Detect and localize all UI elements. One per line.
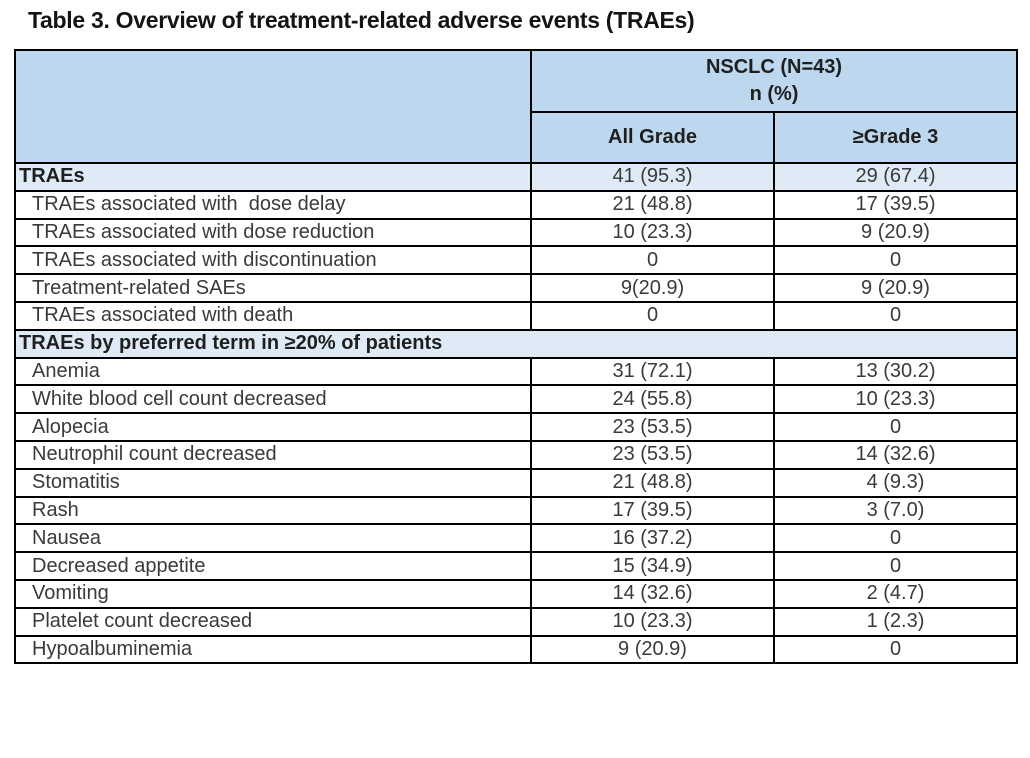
table-row: Stomatitis 21 (48.8) 4 (9.3) [14,467,1019,498]
all-grade-cell: 24 (55.8) [530,384,775,415]
all-grade-cell: 14 (32.6) [530,578,775,609]
row-label-cell: Anemia [14,356,532,387]
all-grade-cell: 23 (53.5) [530,412,775,442]
all-grade-cell: 41 (95.3) [530,162,775,192]
table-row: Hypoalbuminemia 9 (20.9) 0 [14,634,1019,665]
table-row: Nausea 16 (37.2) 0 [14,523,1019,554]
all-grade-cell: 16 (37.2) [530,523,775,554]
grade3-cell: 4 (9.3) [772,467,1019,498]
group-header-line1: NSCLC (N=43) [705,56,843,78]
group-header-line2: n (%) [749,83,799,105]
table-row: Rash 17 (39.5) 3 (7.0) [14,495,1019,526]
column-header-grade3: ≥Grade 3 [772,111,1019,164]
row-label-cell: TRAEs [14,162,532,192]
table-body: TRAEs 41 (95.3) 29 (67.4) TRAEs associated … [13,162,1019,665]
table-row: TRAEs associated with dose reduction 10 (… [14,217,1019,248]
table-row: Decreased appetite 15 (34.9) 0 [14,551,1019,581]
table-row: TRAEs associated with death 0 0 [14,300,1019,331]
all-grade-cell: 0 [530,245,775,276]
all-grade-cell: 31 (72.1) [530,356,775,387]
row-label-cell: Neutrophil count decreased [14,439,532,470]
row-label-cell: Decreased appetite [14,551,532,581]
grade3-cell: 0 [772,300,1019,331]
all-grade-cell: 15 (34.9) [530,551,775,581]
all-grade-cell: 23 (53.5) [530,439,775,470]
grade3-cell: 10 (23.3) [772,384,1019,415]
grade3-cell: 29 (67.4) [772,162,1019,192]
row-label-cell: Rash [14,495,532,526]
row-label-cell: Stomatitis [14,467,532,498]
header-row-columns: All Grade ≥Grade 3 [15,111,1019,164]
row-label-cell: Treatment-related SAEs [14,273,532,303]
table-row: Platelet count decreased 10 (23.3) 1 (2.3) [14,606,1019,637]
grade3-cell: 0 [772,245,1019,276]
row-label-cell: TRAEs associated with death [14,300,532,331]
traes-table: NSCLC (N=43) n (%) All Grade ≥Grade 3 TR… [13,49,1019,665]
table-row: Treatment-related SAEs 9(20.9) 9 (20.9) [14,273,1019,303]
table-row: Vomiting 14 (32.6) 2 (4.7) [14,578,1019,609]
group-header-cell: NSCLC (N=43) n (%) [529,49,1019,113]
row-label-cell: TRAEs associated with discontinuation [14,245,532,276]
table-row: TRAEs associated with discontinuation 0 0 [14,245,1019,276]
row-label-cell: TRAEs associated with dose reduction [14,217,532,248]
table-row: Neutrophil count decreased 23 (53.5) 14 (3… [14,439,1019,470]
grade3-cell: 9 (20.9) [772,217,1019,248]
page-title: Table 3. Overview of treatment-related a… [28,7,695,33]
all-grade-cell: 9(20.9) [530,273,775,303]
table-row: Alopecia 23 (53.5) 0 [14,412,1019,442]
header-row-group: NSCLC (N=43) n (%) [14,49,1019,164]
column-header-all-grade: All Grade [530,111,775,164]
all-grade-cell: 17 (39.5) [530,495,775,526]
row-label-cell: Nausea [14,523,532,554]
grade3-cell: 13 (30.2) [772,356,1019,387]
row-label-cell: Vomiting [14,578,532,609]
all-grade-cell: 21 (48.8) [530,189,775,220]
grade3-cell: 9 (20.9) [772,273,1019,303]
table-row: TRAEs 41 (95.3) 29 (67.4) [14,162,1019,192]
row-label-cell: Alopecia [14,412,532,442]
grade3-cell: 0 [772,551,1019,581]
grade3-cell: 2 (4.7) [772,578,1019,609]
row-label-cell: White blood cell count decreased [14,384,532,415]
all-grade-cell: 0 [530,300,775,331]
row-label-cell: TRAEs associated with dose delay [14,189,532,220]
row-label-cell: Hypoalbuminemia [14,634,532,665]
grade3-cell: 0 [772,523,1019,554]
grade3-cell: 1 (2.3) [772,606,1019,637]
grade3-cell: 0 [772,412,1019,442]
all-grade-cell: 10 (23.3) [530,217,775,248]
row-label-cell: Platelet count decreased [14,606,532,637]
corner-cell [14,49,532,164]
table-row: White blood cell count decreased 24 (55.8… [14,384,1019,415]
grade3-cell: 3 (7.0) [772,495,1019,526]
grade3-cell: 14 (32.6) [772,439,1019,470]
table-row: TRAEs by preferred term in ≥20% of patie… [13,328,1019,359]
grade3-cell: 0 [772,634,1019,665]
table-row: TRAEs associated with dose delay 21 (48.8… [14,189,1019,220]
all-grade-cell: 21 (48.8) [530,467,775,498]
table-row: Anemia 31 (72.1) 13 (30.2) [14,356,1019,387]
all-grade-cell: 10 (23.3) [530,606,775,637]
grade3-cell: 17 (39.5) [772,189,1019,220]
all-grade-cell: 9 (20.9) [530,634,775,665]
row-label-cell: TRAEs by preferred term in ≥20% of patie… [13,328,1019,359]
